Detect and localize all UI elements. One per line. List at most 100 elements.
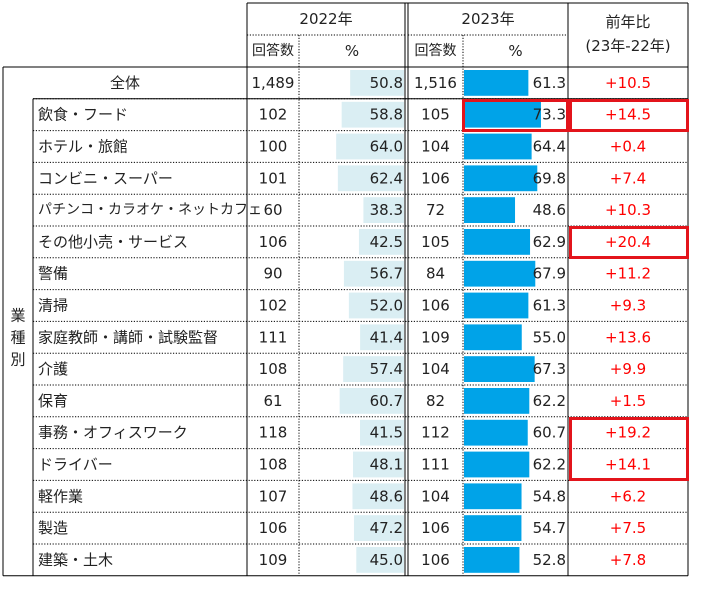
yoy-diff: +13.6	[605, 328, 651, 346]
year-2023-header: 2023年	[461, 10, 514, 28]
bar-2022	[360, 324, 404, 351]
row-label: 飲食・フード	[38, 106, 128, 124]
percent-2023: 48.6	[533, 201, 566, 219]
yoy-diff: +14.5	[605, 106, 651, 124]
percent-2023: 52.8	[533, 551, 566, 569]
respondents-2022: 111	[259, 328, 288, 346]
yoy-diff: +0.4	[610, 138, 646, 156]
row-label: コンビニ・スーパー	[38, 169, 173, 187]
bar-2023	[464, 483, 522, 510]
percent-2023: 67.3	[533, 360, 566, 378]
percent-2022: 41.4	[370, 328, 403, 346]
bar-2022	[339, 388, 404, 414]
respondents-2023: 1,516	[414, 74, 457, 92]
respondents-2022: 1,489	[252, 74, 295, 92]
bar-2023	[464, 419, 528, 446]
yoy-diff: +19.2	[605, 424, 651, 442]
group-label-char: 業	[10, 306, 25, 324]
percent-2022: 47.2	[370, 519, 403, 537]
respondents-2022: 102	[259, 297, 288, 315]
percent-2023: 60.7	[533, 424, 566, 442]
bar-2023	[464, 388, 530, 414]
percent-2022: 45.0	[370, 551, 403, 569]
percent-2023: 62.2	[533, 392, 566, 410]
respondents-2022: 108	[259, 360, 288, 378]
respondents-2022: 90	[263, 265, 282, 283]
bar-2022	[348, 292, 404, 319]
respondents-2022: 100	[259, 138, 288, 156]
bar-2022	[358, 229, 404, 255]
row-label: 建築・土木	[38, 551, 113, 569]
respondents-2023: 111	[421, 456, 450, 474]
percent-2022: 60.7	[370, 392, 403, 410]
row-label: 軽作業	[38, 487, 83, 505]
respondents-2023: 84	[426, 265, 445, 283]
yoy-diff: +1.5	[610, 392, 646, 410]
bar-2022	[343, 356, 404, 382]
percent-2022: 42.5	[370, 233, 403, 251]
percent-2022: 48.1	[370, 456, 403, 474]
percent-2023: 62.2	[533, 456, 566, 474]
percent-2022: 41.5	[370, 424, 403, 442]
percent-2022-header: %	[345, 42, 359, 60]
row-label: 事務・オフィスワーク	[38, 424, 188, 442]
respondents-2022: 60	[263, 201, 282, 219]
percent-2023: 55.0	[533, 328, 566, 346]
respondents-2023: 106	[421, 519, 450, 537]
respondents-2022: 102	[259, 106, 288, 124]
row-label: 家庭教師・講師・試験監督	[38, 328, 218, 346]
row-label: 製造	[38, 519, 68, 537]
respondents-2023: 72	[426, 201, 445, 219]
yoy-diff: +9.3	[610, 297, 646, 315]
percent-2023: 69.8	[533, 169, 566, 187]
yoy-diff: +10.3	[605, 201, 651, 219]
bar-2022	[352, 483, 404, 510]
yoy-header: 前年比	[605, 13, 650, 31]
yoy-diff: +20.4	[605, 233, 651, 251]
percent-2022: 64.0	[370, 138, 403, 156]
percent-2022: 38.3	[370, 201, 403, 219]
bar-2023	[464, 451, 530, 478]
respondents-2022: 61	[263, 392, 282, 410]
respondents-2023: 106	[421, 551, 450, 569]
yoy-diff: +7.8	[610, 551, 646, 569]
bar-2023	[464, 292, 529, 319]
percent-2022: 62.4	[370, 169, 403, 187]
percent-2023: 61.3	[533, 74, 566, 92]
percent-2022: 48.6	[370, 487, 403, 505]
respondents-2023: 104	[421, 487, 450, 505]
percent-2022: 52.0	[370, 297, 403, 315]
respondents-2023: 82	[426, 392, 445, 410]
percent-2023: 62.9	[533, 233, 566, 251]
respondents-2023: 105	[421, 106, 450, 124]
bar-2022	[337, 165, 404, 192]
row-label: 警備	[38, 265, 68, 283]
yoy-diff: +11.2	[605, 265, 651, 283]
respondents-2023: 106	[421, 169, 450, 187]
percent-2022: 57.4	[370, 360, 403, 378]
bar-2022	[343, 260, 404, 287]
percent-2023: 54.8	[533, 487, 566, 505]
yoy-diff: +9.9	[610, 360, 646, 378]
bar-2022	[353, 451, 404, 478]
percent-2023: 61.3	[533, 297, 566, 315]
bar-2023	[464, 356, 535, 382]
row-label: 保育	[38, 392, 68, 410]
respondents-2022: 106	[259, 519, 288, 537]
bar-2023	[464, 70, 529, 96]
percent-2022: 58.8	[370, 106, 403, 124]
group-label-char: 別	[10, 350, 25, 368]
bar-2022	[341, 101, 404, 128]
row-label: ホテル・旅館	[38, 138, 128, 156]
row-label: 清掃	[38, 297, 68, 315]
bar-2023	[464, 260, 536, 287]
bar-2022	[356, 547, 404, 573]
row-label: パチンコ・カラオケ・ネットカフェ	[38, 202, 262, 218]
percent-2023: 54.7	[533, 519, 566, 537]
respondents-2022: 101	[259, 169, 288, 187]
yoy-diff: +10.5	[605, 74, 651, 92]
respondents-2022: 108	[259, 456, 288, 474]
respondents-2022: 106	[259, 233, 288, 251]
respondents-2023: 104	[421, 360, 450, 378]
